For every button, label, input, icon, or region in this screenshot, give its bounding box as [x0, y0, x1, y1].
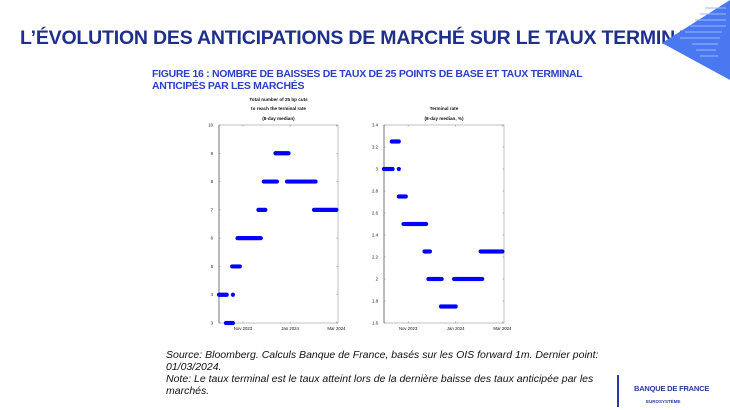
chart-title-line: Total number of 25 bp cuts — [249, 97, 308, 102]
y-tick-label: 8 — [211, 179, 214, 184]
logo-divider — [617, 375, 619, 407]
y-tick-label: 2.6 — [372, 211, 379, 216]
data-point — [427, 249, 433, 254]
data-point — [480, 276, 485, 282]
chart-title-line: (8-day median) — [262, 116, 295, 121]
chart-title-line: Terminal rate — [430, 106, 459, 111]
data-point — [258, 236, 263, 241]
chart-title-line: to reach the terminal rate — [251, 106, 306, 111]
data-point — [286, 151, 291, 156]
logo-subtext: EUROSYSTÈME — [646, 399, 681, 404]
y-tick-label: 4 — [211, 292, 214, 297]
y-tick-label: 2 — [376, 277, 379, 282]
x-tick-label: Nov 2023 — [234, 326, 253, 331]
figure-title-line2: ANTICIPÉS PAR LES MARCHÉS — [152, 80, 305, 92]
data-point — [453, 304, 458, 309]
y-tick-label: 2.8 — [372, 189, 379, 194]
data-point — [313, 179, 318, 184]
source-line1: Source: Bloomberg. Calculs Banque de Fra… — [166, 349, 599, 361]
note-line1: Note: Le taux terminal est le taux attei… — [166, 373, 594, 385]
data-point — [390, 166, 395, 172]
data-point — [263, 207, 268, 212]
y-tick-label: 2.4 — [372, 233, 379, 238]
y-tick-label: 3.2 — [372, 145, 379, 150]
source-note: Source: Bloomberg. Calculs Banque de Fra… — [166, 349, 598, 397]
chart-1: Total number of 25 bp cuts to reach the t… — [208, 97, 346, 331]
y-tick-label: 9 — [211, 151, 214, 156]
data-point — [224, 292, 229, 297]
slide-title: L’ÉVOLUTION DES ANTICIPATIONS DE MARCHÉ … — [20, 27, 701, 49]
x-tick-label: Mar 2024 — [327, 326, 346, 331]
data-point — [334, 207, 339, 212]
x-tick-label: Mar 2024 — [493, 326, 512, 331]
x-tick-label: Nov 2023 — [399, 326, 418, 331]
y-tick-label: 6 — [211, 236, 214, 241]
logo-text: BANQUE DE FRANCE — [634, 384, 710, 393]
data-point — [237, 264, 242, 269]
data-point — [230, 320, 236, 326]
banque-de-france-corner-logo — [662, 0, 730, 80]
data-point — [500, 249, 505, 254]
y-tick-label: 10 — [208, 123, 213, 128]
y-tick-label: 1.8 — [372, 299, 379, 304]
figure-title-line1: FIGURE 16 : NOMBRE DE BAISSES DE TAUX DE… — [152, 68, 583, 80]
data-point — [396, 139, 401, 144]
source-line2: 01/03/2024. — [166, 361, 222, 373]
data-point — [230, 292, 236, 297]
x-tick-label: Jan 2024 — [447, 326, 465, 331]
y-tick-label: 5 — [211, 264, 214, 269]
data-point — [274, 179, 280, 184]
note-line2: marchés. — [166, 385, 210, 397]
y-tick-label: 3 — [211, 321, 214, 326]
y-tick-label: 1.6 — [372, 321, 379, 326]
y-tick-label: 3 — [376, 167, 379, 172]
data-point — [439, 276, 444, 282]
y-tick-label: 7 — [211, 207, 214, 212]
x-tick-label: Jan 2024 — [281, 326, 299, 331]
figure-title: FIGURE 16 : NOMBRE DE BAISSES DE TAUX DE… — [152, 68, 583, 92]
charts: Total number of 25 bp cuts to reach the t… — [208, 97, 512, 331]
y-tick-label: 2.2 — [372, 255, 379, 260]
y-tick-label: 3.4 — [372, 123, 379, 128]
data-point — [403, 194, 408, 199]
data-point — [423, 221, 429, 227]
chart-2: Terminal rate (8-day median, %) 1.6 1.8 2 2.2… — [372, 106, 512, 331]
data-point — [396, 166, 401, 172]
chart-title-line: (8-day median, %) — [424, 116, 464, 121]
